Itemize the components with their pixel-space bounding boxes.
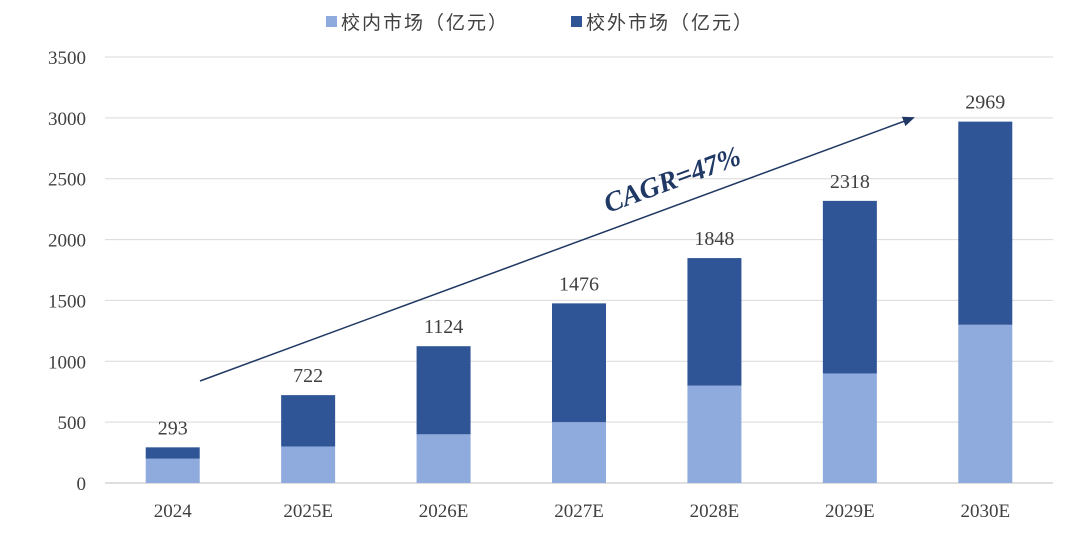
- bar-in-school: [145, 458, 200, 483]
- y-tick-label: 2000: [48, 231, 86, 252]
- y-tick-label: 1500: [48, 291, 86, 312]
- legend-swatch-in-school: [325, 16, 337, 27]
- y-tick-label: 3500: [48, 48, 86, 69]
- legend-label-off-school: 校外市场（亿元）: [586, 12, 755, 34]
- x-tick-label: 2024: [154, 501, 193, 522]
- legend-label-in-school: 校内市场（亿元）: [340, 12, 509, 34]
- total-label: 722: [293, 365, 323, 387]
- bar-in-school: [416, 434, 471, 483]
- legend: 校内市场（亿元） 校外市场（亿元）: [0, 8, 1080, 35]
- y-tick-label: 1000: [48, 352, 86, 373]
- total-label: 2318: [830, 171, 870, 193]
- x-tick-label: 2027E: [554, 501, 604, 522]
- cagr-annotation: CAGR=47%: [600, 141, 745, 220]
- bar-off-school: [145, 447, 200, 459]
- bar-layer: [145, 121, 1013, 483]
- x-tick-label: 2029E: [825, 501, 875, 522]
- x-tick-label: 2026E: [419, 501, 469, 522]
- x-tick-label: 2028E: [690, 501, 740, 522]
- bar-off-school: [281, 395, 336, 447]
- total-label: 1124: [424, 316, 463, 338]
- x-tick-label: 2025E: [283, 501, 333, 522]
- bar-in-school: [958, 324, 1013, 483]
- label-layer: 0 500 1000 1500 2000 2500 3000 3500 293 2024 722 20…: [48, 48, 1010, 522]
- bar-off-school: [552, 303, 606, 423]
- total-label: 1848: [694, 228, 734, 250]
- legend-item-in-school: 校内市场（亿元）: [325, 8, 509, 35]
- total-label: 2969: [965, 92, 1005, 114]
- bar-in-school: [822, 373, 877, 483]
- bar-in-school: [281, 446, 336, 483]
- y-tick-label: 3000: [48, 109, 86, 130]
- bar-off-school: [416, 346, 471, 435]
- bar-in-school: [552, 422, 606, 483]
- legend-swatch-off-school: [571, 16, 582, 27]
- bar-off-school: [958, 121, 1013, 325]
- x-tick-label: 2030E: [960, 501, 1010, 522]
- total-label: 1476: [559, 273, 599, 295]
- total-label: 293: [158, 417, 188, 439]
- y-tick-label: 500: [58, 413, 87, 434]
- bar-off-school: [687, 258, 742, 386]
- y-tick-label: 2500: [48, 170, 86, 191]
- legend-item-off-school: 校外市场（亿元）: [571, 8, 754, 35]
- y-tick-label: 0: [77, 474, 87, 495]
- cagr-arrow: [199, 116, 915, 382]
- bar-in-school: [687, 385, 742, 483]
- bar-off-school: [822, 200, 877, 374]
